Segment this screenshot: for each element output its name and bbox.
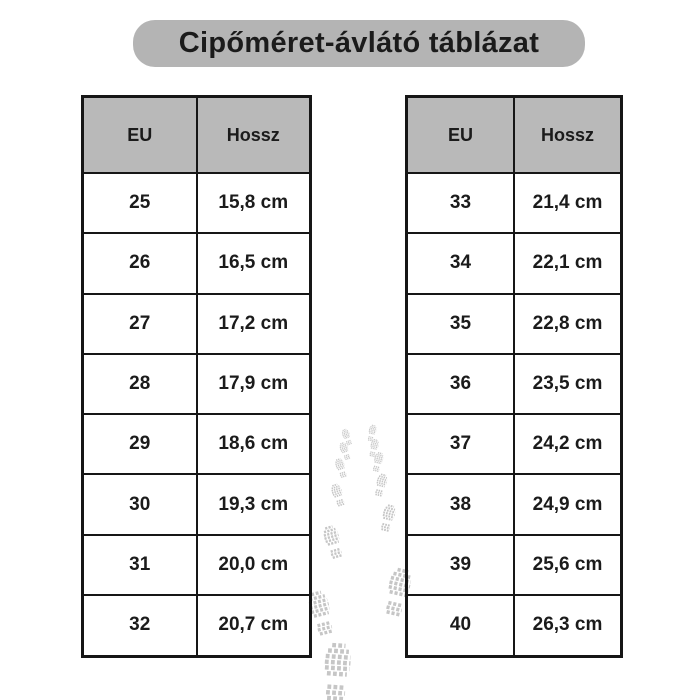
eu-size-cell: 33	[405, 171, 515, 235]
eu-size-cell: 37	[405, 413, 515, 476]
length-cell: 26,3 cm	[513, 593, 623, 658]
length-cell: 21,4 cm	[513, 171, 623, 235]
page-title: Cipőméret-ávlátó táblázat	[133, 20, 585, 67]
eu-size-cell: 32	[81, 593, 198, 658]
eu-size-cell: 28	[81, 352, 198, 416]
table-row: 34 22,1 cm	[405, 232, 623, 295]
length-cell: 22,1 cm	[513, 232, 623, 295]
header-row: EU Hossz	[81, 95, 312, 174]
length-cell: 17,2 cm	[195, 292, 312, 355]
length-cell: 25,6 cm	[513, 533, 623, 596]
length-cell: 22,8 cm	[513, 292, 623, 355]
table-row: 31 20,0 cm	[81, 533, 312, 596]
length-cell: 23,5 cm	[513, 352, 623, 416]
shoe-size-table-right: EU Hossz 33 21,4 cm 34 22,1 cm 35 22,8 cm 36 23,…	[405, 95, 623, 658]
length-cell: 20,7 cm	[195, 593, 312, 658]
eu-size-cell: 39	[405, 533, 515, 596]
table-row: 37 24,2 cm	[405, 413, 623, 476]
table-row: 35 22,8 cm	[405, 292, 623, 355]
table-row: 26 16,5 cm	[81, 232, 312, 295]
table-row: 38 24,9 cm	[405, 473, 623, 536]
table-row: 28 17,9 cm	[81, 352, 312, 416]
table-row: 32 20,7 cm	[81, 593, 312, 658]
length-cell: 24,9 cm	[513, 473, 623, 536]
eu-size-cell: 40	[405, 593, 515, 658]
table-row: 27 17,2 cm	[81, 292, 312, 355]
table-row: 25 15,8 cm	[81, 171, 312, 235]
eu-size-cell: 34	[405, 232, 515, 295]
table-row: 33 21,4 cm	[405, 171, 623, 235]
eu-size-cell: 25	[81, 171, 198, 235]
table-row: 39 25,6 cm	[405, 533, 623, 596]
table-row: 40 26,3 cm	[405, 593, 623, 658]
eu-size-cell: 36	[405, 352, 515, 416]
eu-size-cell: 30	[81, 473, 198, 536]
shoe-size-table-left: EU Hossz 25 15,8 cm 26 16,5 cm 27 17,2 cm 28 17,…	[81, 95, 312, 658]
eu-size-cell: 38	[405, 473, 515, 536]
table-row: 36 23,5 cm	[405, 352, 623, 416]
eu-size-cell: 35	[405, 292, 515, 355]
column-header-hossz: Hossz	[195, 95, 312, 174]
length-cell: 24,2 cm	[513, 413, 623, 476]
length-cell: 17,9 cm	[195, 352, 312, 416]
length-cell: 20,0 cm	[195, 533, 312, 596]
length-cell: 18,6 cm	[195, 413, 312, 476]
column-header-eu: EU	[81, 95, 198, 174]
eu-size-cell: 29	[81, 413, 198, 476]
length-cell: 19,3 cm	[195, 473, 312, 536]
header-row: EU Hossz	[405, 95, 623, 174]
eu-size-cell: 27	[81, 292, 198, 355]
eu-size-cell: 31	[81, 533, 198, 596]
column-header-hossz: Hossz	[513, 95, 623, 174]
table-row: 30 19,3 cm	[81, 473, 312, 536]
eu-size-cell: 26	[81, 232, 198, 295]
length-cell: 15,8 cm	[195, 171, 312, 235]
column-header-eu: EU	[405, 95, 515, 174]
length-cell: 16,5 cm	[195, 232, 312, 295]
table-row: 29 18,6 cm	[81, 413, 312, 476]
